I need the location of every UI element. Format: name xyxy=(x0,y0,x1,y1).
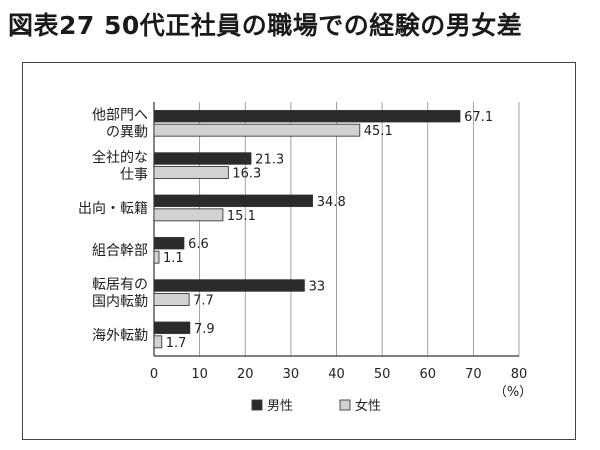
data-label: 21.3 xyxy=(255,153,284,168)
x-tick-label: 80 xyxy=(511,367,528,382)
x-tick-label: 20 xyxy=(237,367,254,382)
legend-swatch xyxy=(251,399,263,411)
bar xyxy=(153,166,229,179)
bar xyxy=(153,321,191,335)
bar xyxy=(153,194,313,208)
data-label: 33 xyxy=(309,280,326,295)
data-label: 1.1 xyxy=(163,251,184,266)
x-tick-label: 60 xyxy=(419,367,436,382)
data-label: 67.1 xyxy=(464,110,493,125)
bar xyxy=(153,109,461,123)
data-label: 15.1 xyxy=(227,209,256,224)
x-axis-unit: （%） xyxy=(494,385,532,400)
category-label: 海外転勤 xyxy=(92,328,148,344)
x-tick-label: 30 xyxy=(283,367,300,382)
x-tick-label: 70 xyxy=(465,367,482,382)
category-label: 全社的な xyxy=(92,149,148,166)
bar xyxy=(153,236,185,250)
bar xyxy=(153,335,163,349)
data-label: 7.7 xyxy=(193,294,214,309)
x-tick-label: 10 xyxy=(191,367,208,382)
x-tick-label: 40 xyxy=(328,367,345,382)
x-tick-label: 0 xyxy=(150,367,158,382)
category-label: 仕事 xyxy=(120,167,148,183)
bar xyxy=(153,293,190,306)
category-label: 他部門へ xyxy=(92,108,148,124)
category-label: 転居有の xyxy=(92,277,148,293)
data-label: 45.1 xyxy=(364,124,393,139)
legend-swatch xyxy=(339,399,351,411)
data-label: 1.7 xyxy=(166,336,187,351)
legend-label: 女性 xyxy=(355,398,381,414)
data-label: 34.8 xyxy=(317,195,346,210)
chart-frame xyxy=(22,62,576,440)
bar xyxy=(153,123,361,137)
data-label: 6.6 xyxy=(188,237,209,252)
x-tick-label: 50 xyxy=(374,367,391,382)
category-label: 国内転勤 xyxy=(92,294,148,310)
chart-title: 図表27 50代正社員の職場での経験の男女差 xyxy=(8,11,523,40)
category-label: 出向・転籍 xyxy=(78,200,148,217)
bar xyxy=(153,279,305,292)
category-label: 組合幹部 xyxy=(92,242,148,259)
bar xyxy=(153,152,252,165)
data-label: 16.3 xyxy=(232,167,261,182)
data-label: 7.9 xyxy=(194,322,215,337)
category-label: の異動 xyxy=(106,125,148,141)
bar xyxy=(153,208,224,222)
legend-label: 男性 xyxy=(267,399,293,414)
bar xyxy=(153,250,160,264)
